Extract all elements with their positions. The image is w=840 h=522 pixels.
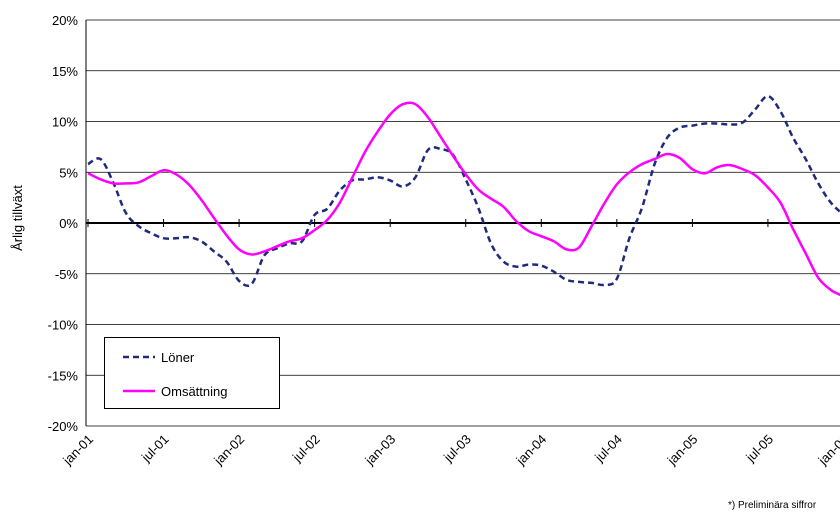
y-tick-label: 5%: [59, 165, 78, 180]
legend-item-omsattning: Omsättning: [119, 381, 227, 401]
x-tick-label: jul-02: [289, 432, 323, 466]
legend-swatch-loner: [123, 355, 155, 359]
x-tick-label: jul-04: [591, 432, 625, 466]
legend-swatch-omsattning: [123, 389, 155, 393]
y-axis-label: Årlig tillväxt: [10, 185, 25, 251]
x-tick-label: jan-01: [59, 432, 96, 469]
x-tick-label: jan-04: [513, 432, 550, 469]
legend: Löner Omsättning: [104, 337, 280, 409]
y-tick-label: 15%: [52, 64, 78, 79]
y-tick-label: 20%: [52, 13, 78, 28]
y-tick-label: 10%: [52, 115, 78, 130]
x-tick-label: jan-02: [210, 432, 247, 469]
series-line-omsattning: [87, 101, 840, 297]
x-tick-label: jul-01: [138, 432, 172, 466]
footnote: *) Preliminära siffror: [728, 500, 817, 511]
legend-item-loner: Löner: [119, 347, 194, 367]
x-tick-label: jan-05: [664, 432, 701, 469]
y-tick-label: -10%: [48, 318, 79, 333]
legend-label-omsattning: Omsättning: [161, 383, 228, 399]
x-tick-label: jul-03: [440, 432, 474, 466]
x-tick-label: jul-05: [742, 432, 776, 466]
legend-label-loner: Löner: [161, 349, 195, 365]
x-tick-label: jan-06: [815, 432, 840, 469]
y-tick-label: -20%: [48, 419, 79, 434]
y-tick-label: -15%: [48, 368, 79, 383]
series-line-loner: [87, 94, 840, 288]
y-tick-label: -5%: [55, 267, 79, 282]
x-tick-label: jan-03: [361, 432, 398, 469]
y-tick-label: 0%: [59, 216, 78, 231]
